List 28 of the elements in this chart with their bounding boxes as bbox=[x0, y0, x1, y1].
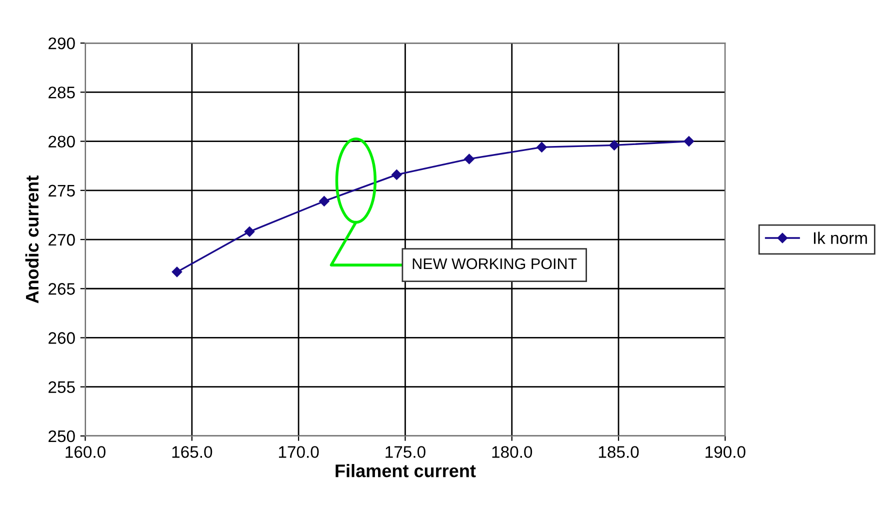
y-tick-label: 275 bbox=[48, 184, 75, 197]
x-axis-title: Filament current bbox=[336, 464, 476, 478]
y-tick-label: 290 bbox=[48, 37, 75, 50]
y-tick-label: 285 bbox=[48, 86, 75, 98]
y-tick-label: 265 bbox=[48, 283, 75, 295]
y-tick-label: 250 bbox=[48, 430, 75, 442]
point bbox=[536, 142, 547, 152]
y-tick-label: 280 bbox=[48, 136, 75, 148]
x-tick-label: 190.0 bbox=[706, 446, 746, 458]
legend-label: Ik norm bbox=[814, 232, 867, 244]
y-tick-label: 260 bbox=[48, 332, 75, 344]
point bbox=[319, 196, 330, 206]
y-axis-title: Anodic current bbox=[25, 176, 39, 304]
point bbox=[684, 136, 694, 146]
y-tick-label: 270 bbox=[48, 234, 75, 246]
point bbox=[172, 266, 182, 278]
annotation: NEW WORKING POINT bbox=[412, 258, 577, 270]
x-tick-label: 170.0 bbox=[278, 446, 319, 458]
x-tick-label: 185.0 bbox=[598, 446, 639, 458]
point bbox=[244, 226, 255, 237]
x-tick-label: 180.0 bbox=[492, 446, 532, 458]
x-tick-label: 175.0 bbox=[386, 446, 426, 458]
x-tick-label: 160.0 bbox=[66, 446, 106, 458]
y-tick-label: 255 bbox=[48, 381, 75, 394]
point bbox=[464, 154, 474, 164]
point bbox=[609, 140, 620, 150]
x-tick-label: 165.0 bbox=[172, 446, 212, 458]
point bbox=[392, 170, 402, 180]
